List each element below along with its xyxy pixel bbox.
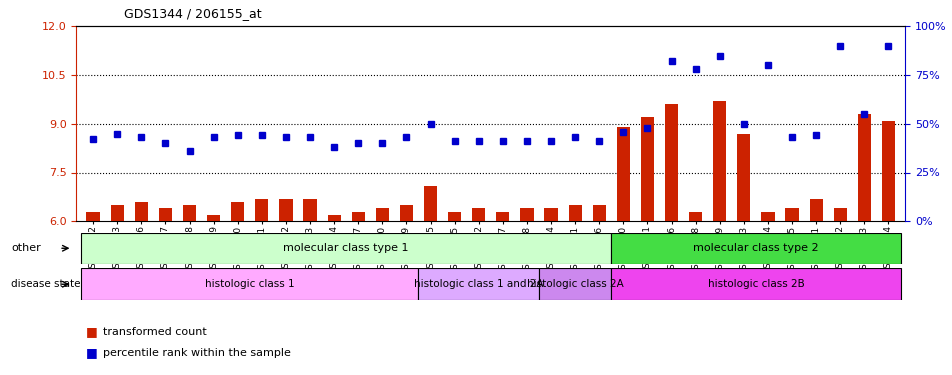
Bar — [81, 268, 418, 300]
Bar — [447, 211, 461, 221]
Bar — [424, 186, 437, 221]
Bar — [230, 202, 244, 221]
Bar — [808, 198, 822, 221]
Bar — [857, 114, 870, 221]
Bar — [207, 215, 220, 221]
Text: histologic class 2B: histologic class 2B — [706, 279, 803, 289]
Bar — [833, 208, 846, 221]
Bar — [110, 205, 124, 221]
Bar — [610, 268, 900, 300]
Bar — [418, 268, 539, 300]
Text: GDS1344 / 206155_at: GDS1344 / 206155_at — [124, 8, 261, 21]
Bar — [610, 232, 900, 264]
Text: disease state: disease state — [11, 279, 81, 289]
Bar — [351, 211, 365, 221]
Text: molecular class type 2: molecular class type 2 — [692, 243, 818, 254]
Bar — [664, 104, 678, 221]
Bar — [539, 268, 610, 300]
Bar — [471, 208, 485, 221]
Bar — [183, 205, 196, 221]
Bar — [568, 205, 581, 221]
Bar — [400, 205, 412, 221]
Bar — [81, 232, 610, 264]
Bar — [761, 211, 774, 221]
Bar — [616, 127, 629, 221]
Bar — [520, 208, 533, 221]
Text: percentile rank within the sample: percentile rank within the sample — [103, 348, 290, 357]
Bar — [688, 211, 702, 221]
Bar — [881, 120, 894, 221]
Bar — [255, 198, 268, 221]
Bar — [327, 215, 341, 221]
Bar — [737, 134, 750, 221]
Bar — [303, 198, 316, 221]
Text: histologic class 1: histologic class 1 — [205, 279, 294, 289]
Bar — [784, 208, 798, 221]
Bar — [159, 208, 172, 221]
Text: ■: ■ — [86, 346, 97, 359]
Bar — [544, 208, 557, 221]
Bar — [712, 101, 725, 221]
Bar — [640, 117, 653, 221]
Bar — [87, 211, 100, 221]
Text: other: other — [11, 243, 41, 253]
Text: histologic class 2A: histologic class 2A — [526, 279, 623, 289]
Bar — [496, 211, 509, 221]
Text: ■: ■ — [86, 326, 97, 338]
Bar — [375, 208, 388, 221]
Text: transformed count: transformed count — [103, 327, 207, 337]
Bar — [592, 205, 605, 221]
Bar — [279, 198, 292, 221]
Bar — [134, 202, 148, 221]
Text: molecular class type 1: molecular class type 1 — [283, 243, 408, 254]
Text: histologic class 1 and 2A: histologic class 1 and 2A — [413, 279, 543, 289]
